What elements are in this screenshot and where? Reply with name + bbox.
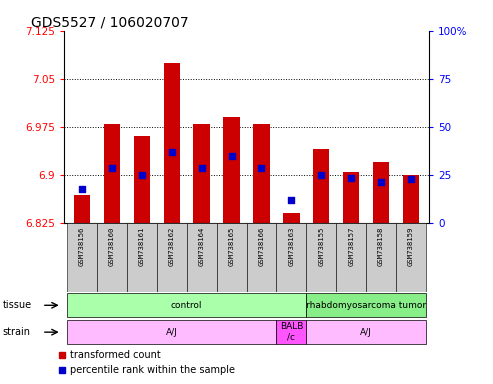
Bar — [104, 124, 120, 223]
Bar — [253, 124, 270, 223]
Point — [168, 149, 176, 156]
Text: GSM738165: GSM738165 — [229, 226, 235, 266]
Point — [347, 175, 355, 181]
Bar — [277, 223, 306, 292]
Point — [257, 165, 265, 171]
Bar — [306, 293, 426, 317]
Text: GSM738157: GSM738157 — [348, 226, 354, 266]
Text: strain: strain — [2, 327, 31, 337]
Point — [317, 172, 325, 178]
Point — [287, 197, 295, 204]
Bar — [313, 149, 329, 223]
Text: GSM738158: GSM738158 — [378, 226, 384, 266]
Bar — [306, 320, 426, 344]
Bar — [127, 223, 157, 292]
Bar — [216, 223, 246, 292]
Legend: transformed count, percentile rank within the sample: transformed count, percentile rank withi… — [54, 346, 239, 379]
Text: rhabdomyosarcoma tumor: rhabdomyosarcoma tumor — [306, 301, 426, 310]
Bar — [67, 320, 277, 344]
Bar — [187, 223, 216, 292]
Point — [377, 179, 385, 185]
Text: GDS5527 / 106020707: GDS5527 / 106020707 — [31, 16, 189, 30]
Point — [228, 152, 236, 159]
Bar — [193, 124, 210, 223]
Text: BALB
/c: BALB /c — [280, 323, 303, 342]
Bar — [283, 213, 300, 223]
Bar — [164, 63, 180, 223]
Text: control: control — [171, 301, 203, 310]
Bar — [396, 223, 426, 292]
Bar — [67, 293, 306, 317]
Bar — [246, 223, 277, 292]
Bar — [373, 162, 389, 223]
Text: GSM738162: GSM738162 — [169, 226, 175, 266]
Text: GSM738159: GSM738159 — [408, 226, 414, 266]
Text: A/J: A/J — [166, 328, 177, 337]
Bar — [67, 223, 97, 292]
Bar — [134, 136, 150, 223]
Text: GSM738166: GSM738166 — [258, 226, 264, 266]
Bar — [306, 223, 336, 292]
Bar — [403, 175, 419, 223]
Bar — [366, 223, 396, 292]
Text: A/J: A/J — [360, 328, 372, 337]
Text: GSM738155: GSM738155 — [318, 226, 324, 266]
Bar — [336, 223, 366, 292]
Bar — [157, 223, 187, 292]
Point — [138, 172, 146, 178]
Bar — [277, 320, 306, 344]
Text: GSM738161: GSM738161 — [139, 226, 145, 266]
Text: tissue: tissue — [2, 300, 32, 310]
Bar — [343, 172, 359, 223]
Text: GSM738160: GSM738160 — [109, 226, 115, 266]
Point — [78, 186, 86, 192]
Text: GSM738156: GSM738156 — [79, 226, 85, 266]
Point — [198, 165, 206, 171]
Bar — [74, 195, 90, 223]
Text: GSM738163: GSM738163 — [288, 226, 294, 266]
Bar — [97, 223, 127, 292]
Bar — [223, 117, 240, 223]
Point — [407, 176, 415, 182]
Point — [108, 165, 116, 171]
Text: GSM738164: GSM738164 — [199, 226, 205, 266]
